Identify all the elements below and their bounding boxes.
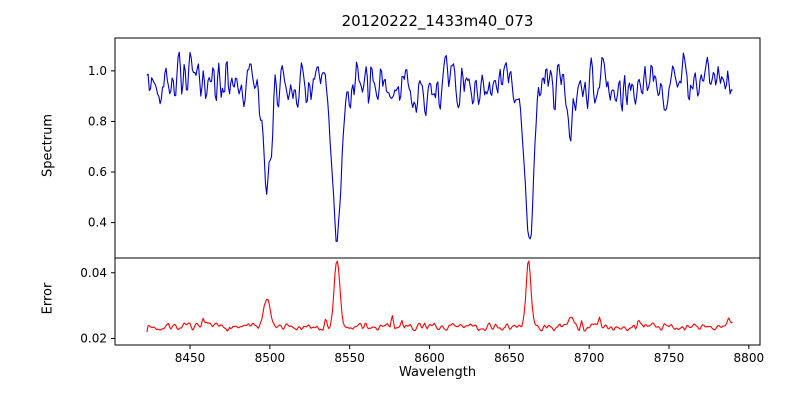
y-tick-label: 1.0 bbox=[88, 64, 107, 78]
error-y-axis-label: Error bbox=[40, 282, 56, 315]
y-tick-label: 0.02 bbox=[80, 331, 107, 345]
spectrum-y-axis-label: Spectrum bbox=[40, 114, 56, 177]
x-tick-label: 8700 bbox=[574, 351, 605, 365]
error-line bbox=[146, 260, 733, 333]
top-panel-spine bbox=[114, 37, 761, 259]
x-tick-label: 8500 bbox=[255, 351, 286, 365]
x-tick-label: 8600 bbox=[414, 351, 445, 365]
x-tick-label: 8450 bbox=[175, 351, 206, 365]
x-axis-label: Wavelength bbox=[398, 365, 477, 380]
error-series bbox=[146, 260, 733, 333]
x-tick-label: 8800 bbox=[734, 351, 765, 365]
x-tick-label: 8750 bbox=[654, 351, 685, 365]
x-tick-label: 8550 bbox=[334, 351, 365, 365]
x-tick-label: 8650 bbox=[494, 351, 525, 365]
chart-title: 20120222_1433m40_073 bbox=[341, 12, 534, 30]
spectrum-series bbox=[146, 51, 733, 243]
y-tick-label: 0.8 bbox=[88, 114, 107, 128]
bottom-panel-spine bbox=[114, 257, 761, 346]
spectrum-line bbox=[146, 51, 733, 243]
y-tick-label: 0.6 bbox=[88, 165, 107, 179]
y-tick-label: 0.4 bbox=[88, 216, 107, 230]
y-tick-label: 0.04 bbox=[80, 266, 107, 280]
axis-ticks: 8450 8500 8550 8600 8650 8700 8750 8800 0.4 0.6 0.… bbox=[80, 64, 764, 365]
